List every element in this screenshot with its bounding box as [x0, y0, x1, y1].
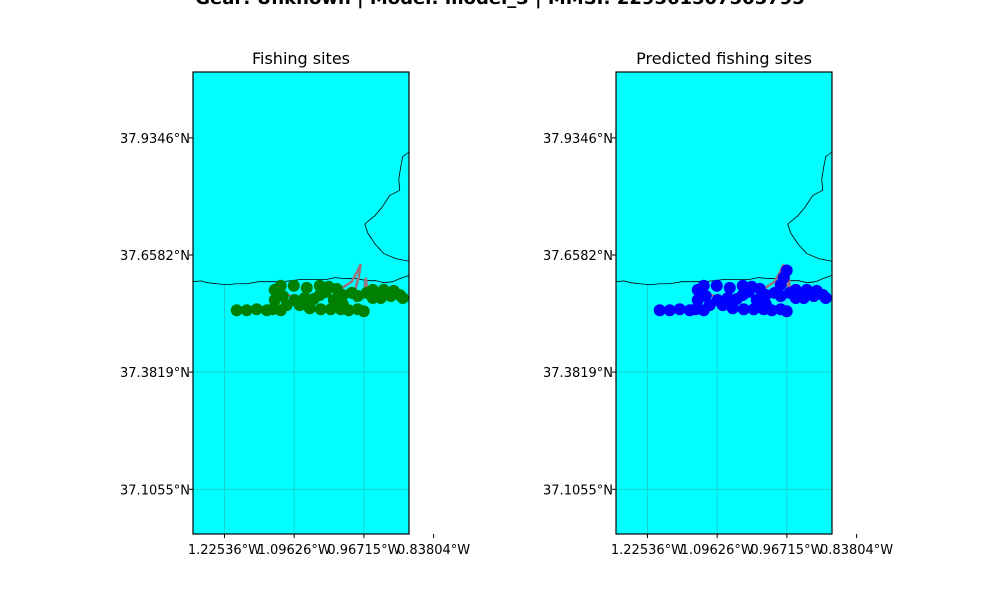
predicted-site-point	[791, 288, 804, 301]
fishing-site-point	[274, 279, 287, 292]
panel-title-fishing-sites: Fishing sites	[252, 49, 350, 68]
fishing-site-point	[287, 279, 300, 292]
fishing-site-point	[303, 302, 316, 315]
predicted-site-point	[774, 278, 787, 291]
y-tick-label: 37.9346°N	[543, 132, 613, 147]
predicted-site-point	[697, 279, 710, 292]
fishing-site-point	[368, 288, 381, 301]
fishing-site-point	[351, 289, 364, 302]
predicted-site-point	[673, 303, 686, 316]
coastline	[193, 275, 409, 286]
predicted-site-point	[753, 282, 766, 295]
predicted-site-point	[780, 305, 793, 318]
fishing-site-point	[327, 294, 340, 307]
predicted-fishing-sites-panel: Predicted fishing sites 37.1055°N 37.3819…	[543, 49, 893, 558]
predicted-site-point	[774, 289, 787, 302]
predicted-site-point	[726, 302, 739, 315]
map-frame	[615, 71, 833, 535]
predicted-site-point	[750, 294, 763, 307]
predicted-site-point	[710, 279, 723, 292]
y-tick-label: 37.1055°N	[120, 483, 190, 498]
x-tick-label: 0.83804°W	[820, 543, 893, 558]
fishing-sites-panel: Fishing sites 37.1055°N 37.3819°N 37.6582°…	[120, 49, 470, 558]
y-tick-label: 37.1055°N	[543, 483, 613, 498]
fishing-site-point	[357, 305, 370, 318]
map-frame	[192, 71, 410, 535]
predicted-site-point	[742, 285, 755, 298]
fishing-site-point	[230, 304, 243, 317]
fishing-site-point	[314, 303, 327, 316]
land-area	[616, 72, 832, 285]
fishing-site-point	[250, 303, 263, 316]
x-tick-label: 1.22536°W	[188, 543, 261, 558]
fishing-site-point	[319, 285, 332, 298]
x-tick-label: 1.22536°W	[611, 543, 684, 558]
coastline-north	[787, 151, 832, 262]
x-tick-label: 0.96715°W	[750, 543, 823, 558]
predicted-site-point	[716, 299, 729, 312]
y-tick-label: 37.3819°N	[543, 366, 613, 381]
predicted-site-point	[737, 303, 750, 316]
predicted-site-point	[810, 284, 823, 297]
y-tick-label: 37.6582°N	[543, 249, 613, 264]
fishing-site-point	[396, 291, 409, 304]
x-tick-label: 1.09626°W	[681, 543, 754, 558]
fishing-site-point	[293, 299, 306, 312]
fishing-site-point	[330, 282, 343, 295]
fishing-site-point	[300, 281, 313, 294]
y-tick-label: 37.6582°N	[120, 249, 190, 264]
land-area	[193, 72, 409, 285]
x-tick-label: 0.96715°W	[327, 543, 400, 558]
coastline	[616, 275, 832, 286]
x-tick-label: 1.09626°W	[258, 543, 331, 558]
predicted-site-point	[653, 304, 666, 317]
fishing-site-point	[240, 304, 253, 317]
x-tick-label: 0.83804°W	[397, 543, 470, 558]
predicted-site-point	[819, 291, 832, 304]
panel-title-predicted-fishing-sites: Predicted fishing sites	[636, 49, 812, 68]
fishing-site-point	[387, 284, 400, 297]
predicted-site-point	[723, 281, 736, 294]
y-tick-label: 37.3819°N	[120, 366, 190, 381]
figure-title: Gear: Unknown | Model: model_3 | MMSI: 2…	[195, 0, 804, 9]
y-tick-label: 37.9346°N	[120, 132, 190, 147]
predicted-site-point	[663, 304, 676, 317]
coastline-north	[364, 151, 409, 262]
